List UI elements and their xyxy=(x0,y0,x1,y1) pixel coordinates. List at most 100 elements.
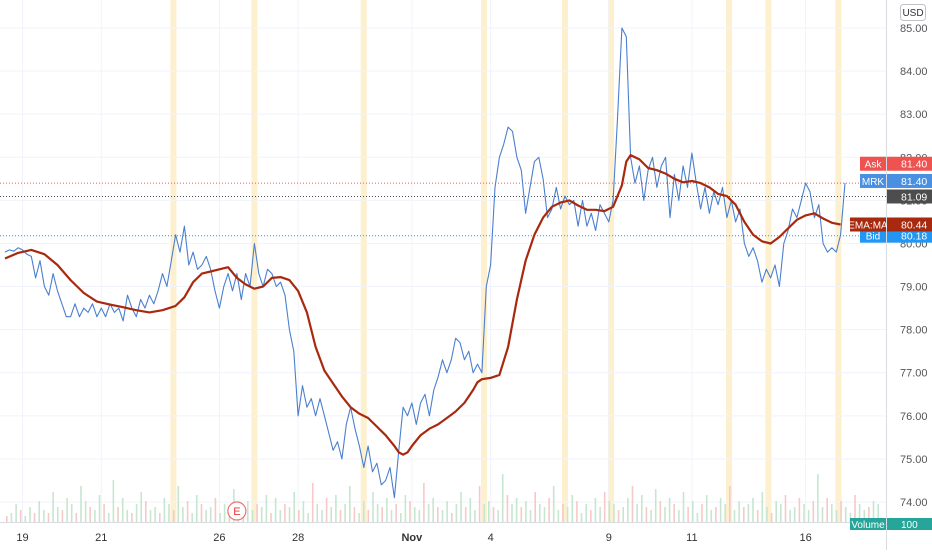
volume-bar xyxy=(362,501,365,522)
volume-bar xyxy=(817,474,819,522)
volume-bar xyxy=(223,504,226,522)
x-tick-label-1: 21 xyxy=(95,532,107,544)
volume-bar xyxy=(585,504,587,522)
volume-bar xyxy=(353,507,356,522)
earnings-event-letter: E xyxy=(233,506,240,518)
symbol-badge-name: MRK xyxy=(862,177,885,188)
volume-bar xyxy=(89,507,91,522)
volume-bar xyxy=(75,513,78,522)
volume-bar xyxy=(590,510,592,522)
volume-bar xyxy=(159,513,161,522)
earnings-event-circle xyxy=(227,501,247,521)
symbol-badge-value: 81.40 xyxy=(901,176,927,188)
volume-bar xyxy=(307,513,309,522)
volume-bar xyxy=(478,486,481,522)
volume-bar xyxy=(664,507,666,522)
reference-lines xyxy=(0,182,886,237)
volume-bar xyxy=(24,516,27,522)
volume-bar xyxy=(265,495,268,522)
volume-bar xyxy=(451,513,453,522)
x-tick-label-3: 28 xyxy=(292,532,304,544)
volume-bar xyxy=(539,504,541,522)
volume-bar xyxy=(19,510,22,522)
volume-bar xyxy=(641,495,643,522)
ask-badge: Ask 81.40 xyxy=(860,156,932,171)
bid-badge-value: 80.18 xyxy=(901,231,927,243)
session-band-4 xyxy=(562,0,568,522)
volume-bar xyxy=(812,501,815,522)
volume-bar xyxy=(80,486,82,522)
volume-bar xyxy=(10,513,13,522)
symbol-badge-name-box xyxy=(860,173,886,188)
session-band-2 xyxy=(360,0,367,522)
volume-bar xyxy=(761,492,764,522)
volume-bar xyxy=(696,513,699,522)
ema-badge-value: 80.44 xyxy=(901,219,927,231)
volume-bar xyxy=(177,486,180,522)
volume-bar xyxy=(562,504,564,522)
volume-bar xyxy=(492,507,495,522)
volume-bar xyxy=(511,504,513,522)
volume-bar xyxy=(803,504,805,522)
price-badges: Ask 81.40 MRK 81.40 81.09 Bid 80.18 EMA:MA 80.44… xyxy=(848,156,932,531)
symbol-badge-value-box xyxy=(887,173,932,188)
ema-badge-name-box xyxy=(850,217,886,232)
volume-bar xyxy=(316,504,319,522)
volume-bar xyxy=(752,498,754,522)
volume-bar xyxy=(274,498,277,522)
volume-bar xyxy=(520,507,523,522)
volume-bar xyxy=(566,507,569,522)
volume-bar xyxy=(631,486,634,522)
last-badge-box xyxy=(887,189,932,204)
volume-bar xyxy=(863,510,866,522)
volume-bar xyxy=(108,513,110,522)
volume-bar xyxy=(163,498,166,522)
volume-bar xyxy=(47,513,50,522)
volume-bar xyxy=(413,507,416,522)
session-band-8 xyxy=(835,0,842,522)
volume-bar xyxy=(446,501,448,522)
currency-box[interactable]: USD xyxy=(900,4,926,21)
volume-bar xyxy=(196,495,198,522)
volume-bar xyxy=(321,510,323,522)
y-tick-label-0: 74.00 xyxy=(900,497,928,509)
volume-bar xyxy=(423,483,425,522)
volume-bar xyxy=(126,510,129,522)
volume-bar xyxy=(400,513,402,522)
volume-bar xyxy=(497,510,499,522)
earnings-event-icon[interactable]: E xyxy=(227,501,247,521)
volume-bar xyxy=(381,507,383,522)
volume-bar xyxy=(715,507,717,522)
volume-bar xyxy=(576,501,578,522)
volume-bar xyxy=(386,498,388,522)
ema-badge-name: EMA:MA xyxy=(848,220,888,231)
volume-bar xyxy=(738,501,740,522)
volume-bar xyxy=(94,510,96,522)
volume-bar xyxy=(673,504,675,522)
volume-bar xyxy=(33,513,36,522)
earnings-marker: E xyxy=(227,501,247,521)
volume-bar xyxy=(455,504,458,522)
volume-bar xyxy=(200,504,203,522)
volume-bar xyxy=(376,504,379,522)
price-line xyxy=(4,27,846,499)
volume-bar xyxy=(98,495,101,522)
volume-bar xyxy=(733,510,736,522)
volume-bar xyxy=(325,498,328,522)
session-band-3 xyxy=(481,0,488,522)
volume-bar xyxy=(687,507,689,522)
x-tick-label-0: 19 xyxy=(16,532,28,544)
bid-badge: Bid 80.18 xyxy=(860,228,932,243)
volume-bar xyxy=(678,510,680,522)
volume-bar xyxy=(140,492,142,522)
y-tick-label-5: 79.00 xyxy=(900,282,928,294)
volume-bar xyxy=(743,507,745,522)
volume-bar xyxy=(872,501,875,522)
symbol-badge: MRK 81.40 xyxy=(860,173,932,188)
volume-bar xyxy=(483,504,485,522)
ask-badge-name: Ask xyxy=(865,160,883,171)
volume-bar xyxy=(858,504,861,522)
volume-bar xyxy=(543,507,546,522)
volume-bar xyxy=(38,501,40,522)
